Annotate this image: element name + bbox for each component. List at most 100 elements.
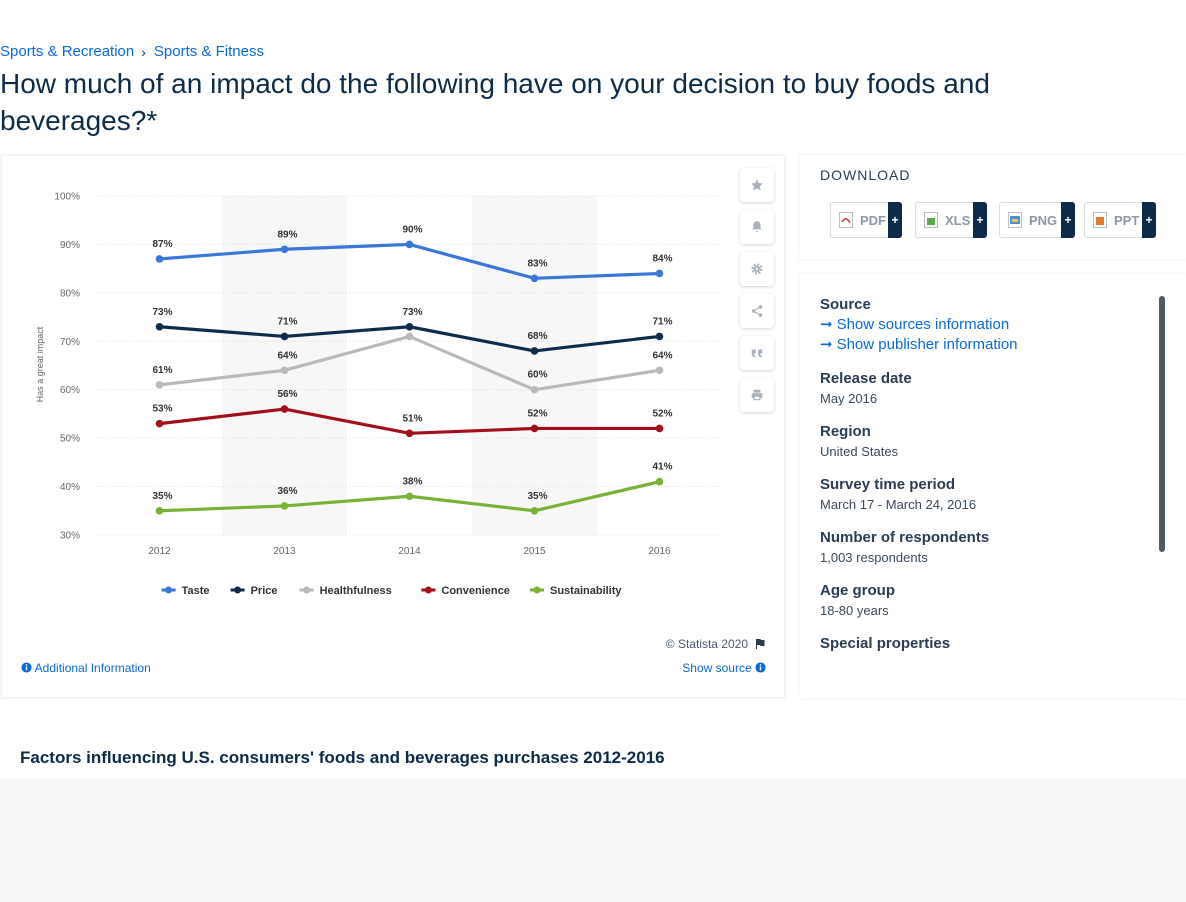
data-point <box>405 429 414 438</box>
print-icon[interactable] <box>740 378 774 412</box>
data-label: 60% <box>527 370 547 381</box>
download-png-label: PNG <box>1029 212 1058 228</box>
number-of-respondents-value: 1,003 respondents <box>820 550 928 565</box>
data-label: 53% <box>152 404 172 415</box>
additional-information-link[interactable]: Additional Information <box>21 661 151 675</box>
page-title: How much of an impact do the following h… <box>0 68 990 136</box>
x-tick-label: 2014 <box>398 546 421 557</box>
data-point <box>155 381 164 389</box>
data-label: 73% <box>152 307 172 318</box>
data-point <box>530 274 539 283</box>
legend-item-healthfulness: Healthfulness <box>320 585 392 597</box>
y-tick-label: 80% <box>60 288 80 299</box>
data-point <box>655 269 664 278</box>
data-label: 61% <box>152 365 172 376</box>
region-value: United States <box>820 444 899 459</box>
show-source-label: Show source <box>682 661 752 675</box>
data-label: 64% <box>277 350 297 361</box>
x-tick-label: 2012 <box>148 546 171 557</box>
data-point <box>655 424 664 433</box>
source-scrollbar[interactable] <box>1159 296 1165 552</box>
data-label: 71% <box>652 316 672 327</box>
download-pdf-button[interactable]: PDF + <box>830 202 902 238</box>
data-point <box>280 405 289 413</box>
data-point <box>655 332 664 341</box>
info-icon <box>21 662 32 673</box>
source-details: Source ➞ Show sources information ➞ Show p… <box>820 296 1150 669</box>
y-tick-label: 100% <box>54 192 80 203</box>
release-date-value: May 2016 <box>820 391 878 406</box>
download-xls-button[interactable]: XLS + <box>915 202 987 238</box>
data-label: 64% <box>652 350 672 361</box>
y-tick-label: 90% <box>60 240 80 251</box>
legend-swatch-dot <box>165 586 173 594</box>
release-date-label: Release date <box>820 370 912 387</box>
chart-card: 30% 40% 50% 60% 70% 80% 90% 100% 2012 2013 2014 201… <box>1 155 785 698</box>
x-tick-label: 2016 <box>648 546 671 557</box>
legend-item-price: Price <box>251 585 278 597</box>
survey-time-period-label: Survey time period <box>820 476 956 493</box>
plus-icon: + <box>1061 202 1075 238</box>
bell-icon[interactable] <box>740 210 774 244</box>
x-tick-label: 2015 <box>523 546 546 557</box>
legend-swatch-dot <box>424 586 432 594</box>
legend-swatch-dot <box>234 586 242 594</box>
show-source-link[interactable]: Show source <box>682 661 766 675</box>
download-title: DOWNLOAD <box>820 167 911 183</box>
data-point <box>280 502 289 510</box>
breadcrumb: Sports & Recreation › Sports & Fitness <box>0 43 264 60</box>
data-label: 38% <box>402 476 422 487</box>
download-ppt-button[interactable]: PPT + <box>1084 202 1156 238</box>
source-panel: Source ➞ Show sources information ➞ Show p… <box>800 274 1186 698</box>
data-label: 51% <box>402 413 422 424</box>
breadcrumb-sports-fitness[interactable]: Sports & Fitness <box>153 43 264 60</box>
legend-swatch-dot <box>533 586 541 594</box>
data-label: 83% <box>527 258 547 269</box>
quote-icon[interactable] <box>740 336 774 370</box>
y-tick-label: 40% <box>60 482 80 493</box>
copyright: © Statista 2020 <box>666 637 766 651</box>
legend-item-taste: Taste <box>182 585 210 597</box>
show-publisher-information-link[interactable]: ➞ Show publisher information <box>820 335 1150 353</box>
y-tick-label: 70% <box>60 337 80 348</box>
legend-item-convenience: Convenience <box>441 585 509 597</box>
data-label: 35% <box>527 491 547 502</box>
data-label: 68% <box>527 331 547 342</box>
data-label: 35% <box>152 491 172 502</box>
star-icon[interactable] <box>740 168 774 202</box>
legend-item-sustainability: Sustainability <box>550 585 622 597</box>
data-label: 90% <box>402 224 422 235</box>
share-icon[interactable] <box>740 294 774 328</box>
data-point <box>530 347 539 355</box>
data-label: 56% <box>277 389 297 400</box>
data-point <box>530 506 539 515</box>
chevron-right-icon: › <box>141 43 146 60</box>
data-label: 41% <box>652 462 672 473</box>
download-panel: DOWNLOAD PDF + XLS + PNG + PPT + <box>800 155 1186 259</box>
age-group-value: 18-80 years <box>820 603 889 618</box>
legend-swatch-dot <box>303 586 311 594</box>
data-label: 73% <box>402 307 422 318</box>
data-point <box>530 385 539 394</box>
plus-icon: + <box>973 202 987 238</box>
png-file-icon <box>1008 212 1022 228</box>
show-sources-information-link[interactable]: ➞ Show sources information <box>820 315 1150 333</box>
data-point <box>405 240 414 249</box>
download-pdf-label: PDF <box>860 212 886 228</box>
data-label: 52% <box>527 408 547 419</box>
breadcrumb-sports-recreation[interactable]: Sports & Recreation <box>0 43 135 60</box>
source-title: Source <box>820 296 871 313</box>
download-png-button[interactable]: PNG + <box>999 202 1075 238</box>
download-xls-label: XLS <box>945 212 971 228</box>
data-label: 84% <box>652 253 672 264</box>
gear-icon[interactable] <box>740 252 774 286</box>
data-label: 87% <box>152 239 172 250</box>
column-band <box>472 196 597 535</box>
show-sources-information-label: Show sources information <box>836 316 1010 333</box>
data-point <box>155 419 164 428</box>
data-point <box>405 492 414 501</box>
flag-icon[interactable] <box>754 638 766 650</box>
data-point <box>405 322 414 331</box>
plus-icon: + <box>1142 202 1156 238</box>
data-label: 36% <box>277 486 297 497</box>
